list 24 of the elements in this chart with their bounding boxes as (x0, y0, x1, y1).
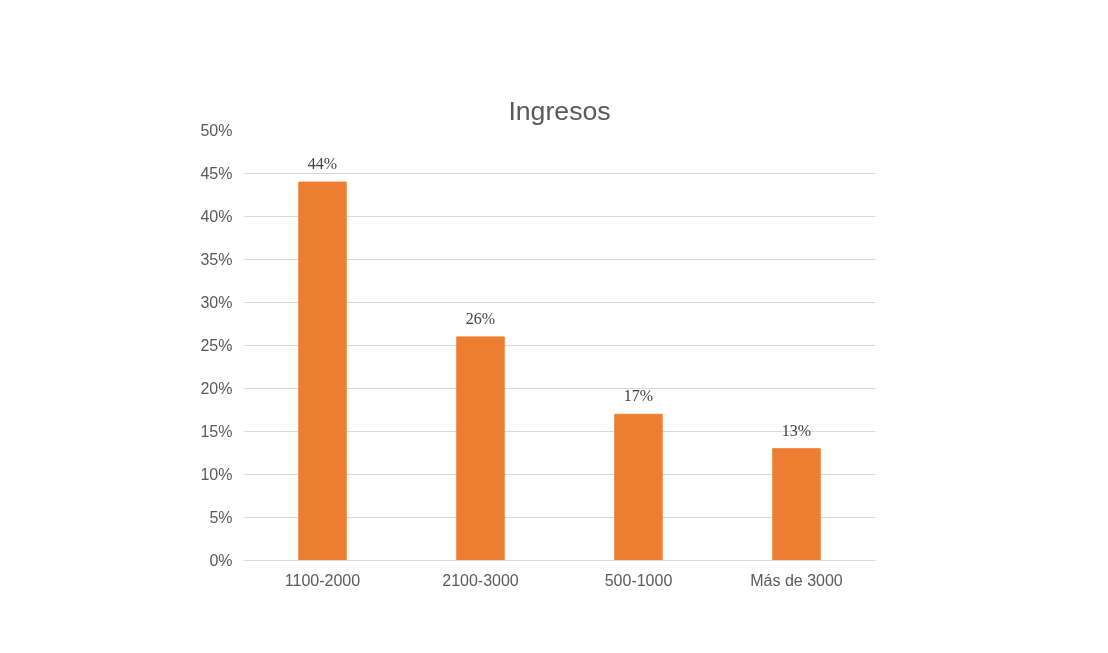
y-tick-label: 40% (200, 208, 233, 225)
x-tick-label: Más de 3000 (750, 571, 843, 589)
y-tick-label: 10% (200, 466, 233, 483)
data-label: 26% (465, 309, 496, 327)
x-tick-label: 2100-3000 (442, 571, 519, 589)
y-tick-label: 25% (200, 337, 233, 354)
bar (614, 413, 663, 561)
y-tick-label: 15% (200, 423, 233, 440)
y-tick-label: 5% (209, 509, 233, 526)
data-label: 17% (623, 387, 654, 405)
y-tick-label: 35% (200, 251, 233, 268)
data-label: 44% (307, 155, 338, 173)
y-tick-label: 50% (200, 122, 233, 139)
x-tick-label: 1100-2000 (284, 571, 361, 589)
data-label: 13% (781, 421, 812, 439)
y-tick-label: 20% (200, 380, 233, 397)
bar (298, 181, 347, 561)
y-tick-label: 30% (200, 294, 233, 311)
bar (456, 336, 505, 561)
x-tick-label: 500-1000 (604, 571, 673, 589)
y-tick-label: 0% (209, 552, 233, 569)
bar (772, 448, 821, 561)
y-tick-label: 45% (200, 165, 233, 182)
chart-title: Ingresos (508, 95, 611, 126)
